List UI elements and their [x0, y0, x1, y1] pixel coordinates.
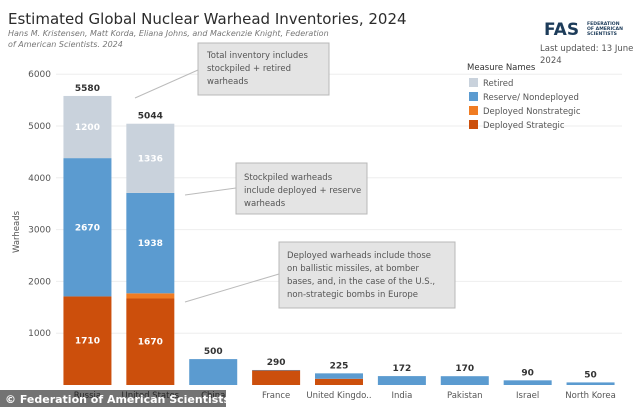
annotation-deployed-line3: bases, and, in the case of the U.S., — [287, 277, 435, 287]
total-label: 5580 — [75, 84, 100, 94]
x-tick-label: France — [262, 391, 290, 401]
total-label: 290 — [267, 358, 286, 368]
y-axis-ticks: 1000 2000 3000 4000 5000 6000 — [28, 70, 51, 339]
y-tick-label: 1000 — [28, 329, 51, 339]
y-tick-label: 5000 — [28, 122, 51, 132]
legend-swatch — [469, 106, 478, 115]
annotation-total-line2: stockpiled + retired — [207, 64, 291, 74]
bar-segment — [252, 369, 301, 371]
segment-label: 2670 — [75, 223, 100, 233]
bar-segment — [126, 192, 175, 294]
bar-segment — [252, 370, 301, 385]
bar-segment — [63, 158, 112, 297]
x-tick-label: United Kingdo.. — [306, 391, 371, 401]
segment-label: 1336 — [138, 154, 163, 164]
bar-segment — [63, 95, 112, 159]
annotation-deployed-line4: non-strategic bombs in Europe — [287, 290, 418, 300]
bar-segment — [315, 378, 363, 385]
x-tick-label: North Korea — [565, 391, 616, 401]
y-tick-label: 4000 — [28, 174, 51, 184]
segment-label: 1200 — [75, 123, 100, 133]
legend-title: Measure Names — [467, 63, 536, 73]
last-updated-line2: 2024 — [540, 56, 562, 66]
annotation-stockpiled-line3: warheads — [244, 199, 286, 209]
segment-label: 1938 — [138, 239, 163, 249]
bar-segment — [315, 373, 363, 379]
legend-label: Retired — [483, 79, 513, 89]
x-tick-label: Pakistan — [447, 391, 483, 401]
y-tick-label: 3000 — [28, 226, 51, 236]
bar-segment — [126, 293, 175, 299]
legend-swatch — [469, 120, 478, 129]
total-label: 90 — [521, 368, 534, 378]
legend-label: Deployed Nonstrategic — [483, 107, 581, 117]
logo-line3: SCIENTISTS — [587, 31, 617, 37]
legend-label: Deployed Strategic — [483, 121, 565, 131]
chart-subtitle-line2: of American Scientists. 2024 — [8, 40, 123, 49]
total-label: 170 — [455, 364, 474, 374]
annotation-deployed-line1: Deployed warheads include those — [287, 251, 431, 261]
logo-line2: OF AMERICAN — [587, 26, 623, 32]
fas-logo: FAS FEDERATION OF AMERICAN SCIENTISTS — [544, 20, 623, 40]
x-tick-label: India — [391, 391, 412, 401]
total-label: 225 — [330, 361, 349, 371]
total-label: 500 — [204, 347, 223, 357]
legend-swatch — [469, 78, 478, 87]
y-tick-label: 2000 — [28, 277, 51, 287]
logo-text: FAS — [544, 20, 579, 40]
bars — [63, 95, 615, 385]
annotation-stockpiled-line2: include deployed + reserve — [244, 186, 361, 196]
chart-subtitle-line1: Hans M. Kristensen, Matt Korda, Eliana J… — [8, 29, 329, 38]
total-label: 5044 — [138, 112, 163, 122]
legend-label: Reserve/ Nondeployed — [483, 93, 579, 103]
annotation-total: Total inventory includes stockpiled + re… — [134, 42, 330, 99]
bar-segment — [377, 376, 426, 385]
annotation-deployed: Deployed warheads include those on balli… — [184, 241, 456, 309]
x-tick-label: Israel — [516, 391, 539, 401]
legend-swatch — [469, 92, 478, 101]
footer-watermark: © Federation of American Scientists — [0, 390, 231, 407]
footer-text: © Federation of American Scientists — [5, 393, 231, 406]
logo-line1: FEDERATION — [587, 21, 620, 27]
bar-segment — [126, 123, 175, 193]
chart-title: Estimated Global Nuclear Warhead Invento… — [8, 10, 407, 28]
total-label: 50 — [584, 370, 597, 380]
bar-segment — [126, 298, 175, 385]
bar-labels: 1710 2670 1200 5580 1670 1938 1336 5044 500 290 22… — [75, 84, 597, 380]
bar-segment — [440, 376, 489, 385]
last-updated-line1: Last updated: 13 June — [540, 44, 633, 54]
segment-label: 1670 — [138, 338, 163, 348]
annotation-deployed-line2: on ballistic missiles, at bomber — [287, 264, 420, 274]
bar-segment — [63, 296, 112, 385]
total-label: 172 — [392, 364, 411, 374]
y-tick-label: 6000 — [28, 70, 51, 80]
annotation-total-line3: warheads — [207, 77, 249, 87]
annotation-stockpiled: Stockpiled warheads include deployed + r… — [184, 162, 368, 215]
bar-segment — [189, 359, 238, 385]
annotation-total-line1: Total inventory includes — [206, 51, 309, 61]
y-axis-label: Warheads — [12, 210, 22, 253]
annotation-stockpiled-line1: Stockpiled warheads — [244, 173, 333, 183]
bar-segment — [566, 382, 615, 385]
legend: Measure Names Retired Reserve/ Nondeploye… — [467, 63, 581, 131]
segment-label: 1710 — [75, 337, 100, 347]
bar-segment — [503, 380, 552, 385]
